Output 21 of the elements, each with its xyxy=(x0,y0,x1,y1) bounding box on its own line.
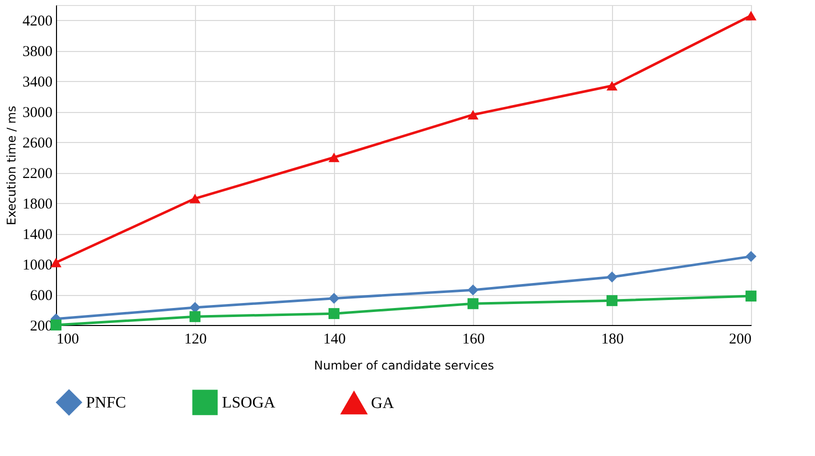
x-axis-title: Number of candidate services xyxy=(314,358,494,372)
y-tick-label: 3800 xyxy=(22,44,52,60)
x-tick-label: 140 xyxy=(323,332,346,348)
legend-label: LSOGA xyxy=(222,394,276,412)
legend-label: GA xyxy=(371,395,395,412)
y-tick-label: 2200 xyxy=(22,166,52,182)
y-tick-label: 600 xyxy=(30,288,52,304)
y-axis-title: Execution time / ms xyxy=(4,106,18,226)
y-tick-label: 1000 xyxy=(22,258,52,274)
y-tick-label: 3400 xyxy=(22,74,52,91)
y-tick-label: 3000 xyxy=(22,105,52,122)
legend-label: PNFC xyxy=(86,394,126,412)
x-tick-label: 160 xyxy=(462,332,485,348)
y-tick-label: 1800 xyxy=(22,196,52,213)
y-tick-label: 4200 xyxy=(22,14,52,30)
y-tick-label: 1400 xyxy=(22,227,52,244)
y-tick-label: 2600 xyxy=(22,136,52,152)
x-tick-label: 200 xyxy=(729,332,752,348)
x-tick-label: 180 xyxy=(601,332,624,348)
x-tick-label: 100 xyxy=(56,332,79,348)
x-tick-label: 120 xyxy=(184,332,207,348)
